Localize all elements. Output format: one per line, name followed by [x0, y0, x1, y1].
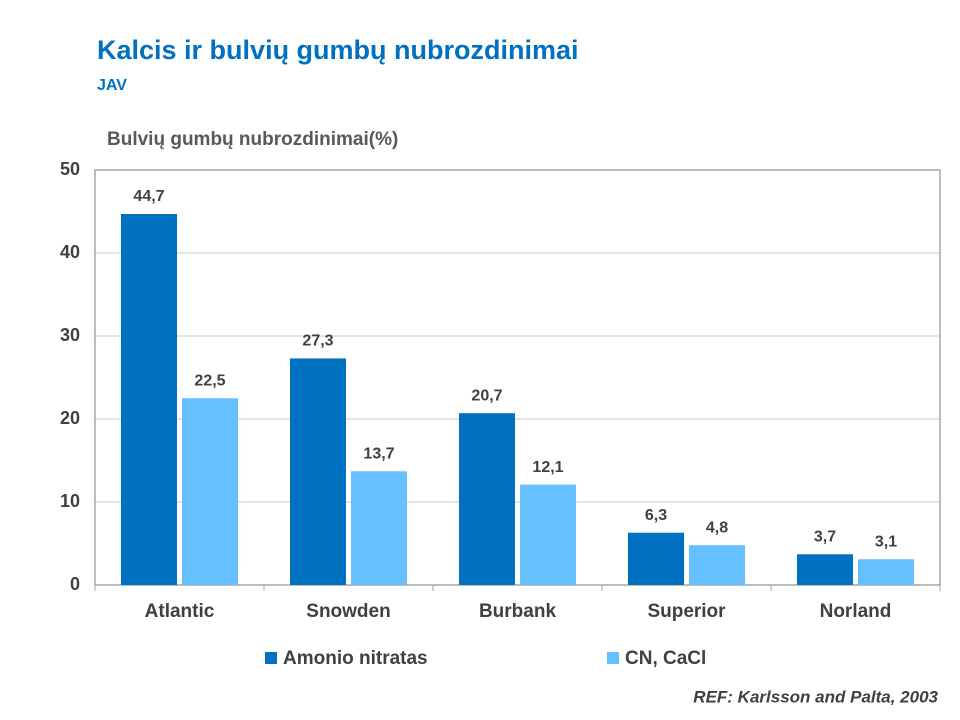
value-label: 3,1 [875, 533, 897, 550]
bar [858, 559, 914, 585]
y-tick-label: 10 [60, 491, 80, 511]
bar [459, 413, 515, 585]
legend-swatch [607, 652, 619, 664]
plot-border [94, 169, 941, 586]
value-label: 6,3 [645, 507, 667, 524]
y-tick-label: 40 [60, 242, 80, 262]
y-tick-label: 0 [70, 574, 80, 594]
bar [797, 554, 853, 585]
value-label: 12,1 [532, 459, 563, 476]
chart-title: Kalcis ir bulvių gumbų nubrozdinimai [97, 35, 579, 65]
legend-label: CN, CaCl [625, 648, 706, 669]
bar [689, 545, 745, 585]
bar [628, 532, 684, 585]
x-tick-label: Atlantic [145, 601, 215, 622]
bar [182, 398, 238, 585]
value-label: 27,3 [302, 333, 333, 350]
x-tick-label: Burbank [479, 601, 557, 622]
bar [351, 471, 407, 585]
x-tick-label: Snowden [306, 601, 390, 622]
bar [520, 484, 576, 585]
value-label: 22,5 [194, 372, 225, 389]
legend-label: Amonio nitratas [283, 648, 428, 669]
bar [290, 358, 346, 585]
value-label: 4,8 [706, 519, 728, 536]
value-label: 13,7 [363, 446, 394, 463]
y-tick-label: 50 [60, 159, 80, 179]
value-label: 44,7 [133, 188, 164, 205]
y-tick-label: 30 [60, 325, 80, 345]
annotation: REF: Karlsson and Palta, 2003 [693, 687, 938, 706]
y-axis-title: Bulvių gumbų nubrozdinimai(%) [107, 129, 398, 150]
legend-swatch [265, 652, 277, 664]
y-tick-label: 20 [60, 408, 80, 428]
chart-subtitle: JAV [97, 77, 127, 94]
bar [121, 213, 177, 586]
value-label: 20,7 [471, 387, 502, 404]
x-tick-label: Norland [820, 601, 892, 622]
value-label: 3,7 [814, 529, 836, 546]
x-tick-label: Superior [647, 601, 726, 622]
